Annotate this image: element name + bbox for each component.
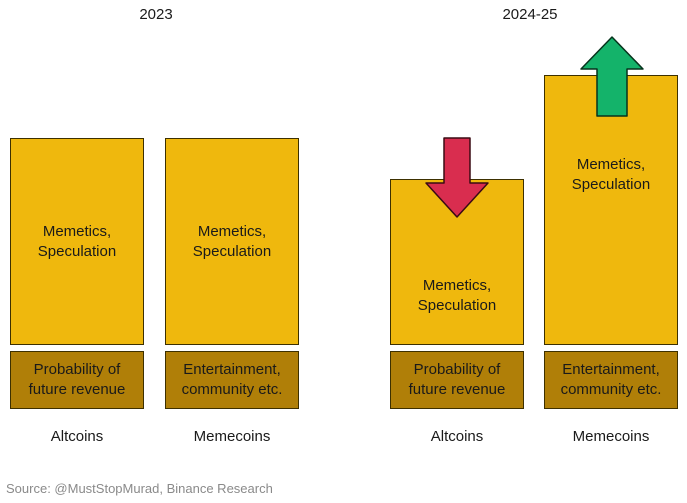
entertainment-label: Entertainment, community etc. [560, 361, 662, 398]
altcoins-2023-revenue-block: Probability of future revenue [10, 351, 144, 409]
altcoins-2024-label: Altcoins [430, 428, 484, 445]
memecoins-2024-speculation-block: Memetics, Speculation [544, 75, 678, 345]
down-arrow-shape [425, 137, 489, 218]
speculation-label: Memetics, Speculation [417, 277, 497, 314]
up-arrow-shape [580, 36, 644, 117]
source-caption: Source: @MustStopMurad, Binance Research [6, 481, 273, 496]
revenue-label: Probability of future revenue [408, 361, 506, 398]
altcoins-2024-revenue-block: Probability of future revenue [390, 351, 524, 409]
memecoins-2023-entertainment-block: Entertainment, community etc. [165, 351, 299, 409]
down-arrow-icon [425, 137, 489, 218]
speculation-label: Memetics, Speculation [192, 222, 272, 260]
memecoins-2024-entertainment-block: Entertainment, community etc. [544, 351, 678, 409]
memecoins-2023-label: Memecoins [193, 428, 271, 445]
altcoins-2023-label: Altcoins [50, 428, 104, 445]
period-title-2023: 2023 [139, 6, 173, 23]
altcoins-2023-speculation-block: Memetics, Speculation [10, 138, 144, 345]
speculation-label: Memetics, Speculation [37, 222, 117, 260]
revenue-label: Probability of future revenue [28, 361, 126, 398]
up-arrow-icon [580, 36, 644, 117]
period-title-2024-25: 2024-25 [502, 6, 558, 23]
memecoins-2024-label: Memecoins [572, 428, 650, 445]
memecoins-2023-speculation-block: Memetics, Speculation [165, 138, 299, 345]
speculation-label: Memetics, Speculation [571, 156, 651, 193]
entertainment-label: Entertainment, community etc. [181, 361, 283, 398]
